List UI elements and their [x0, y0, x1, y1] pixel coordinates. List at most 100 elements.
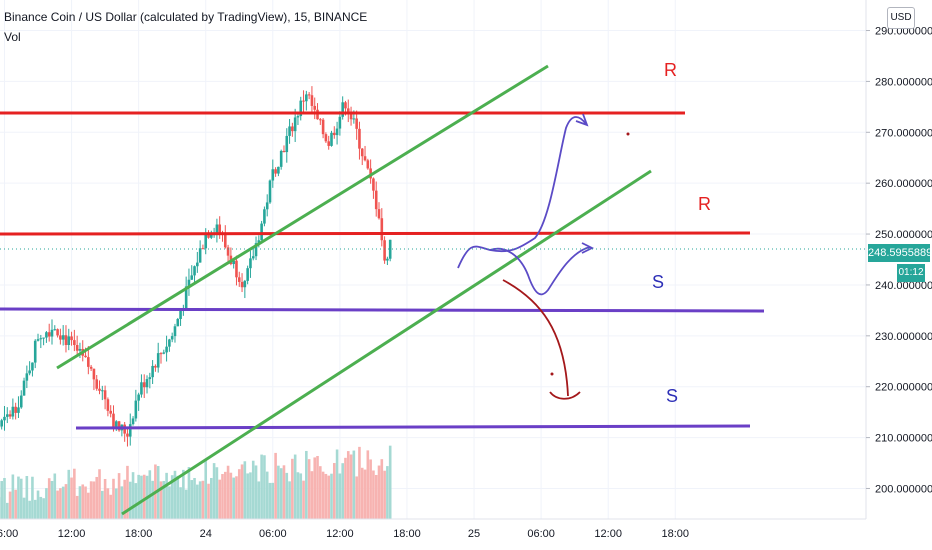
volume-bar [263, 455, 266, 519]
y-tick-label: 280.0000000 [875, 76, 932, 88]
volume-bar [377, 465, 381, 519]
candle-body [98, 388, 101, 391]
support-line-upper[interactable] [0, 307, 765, 313]
volume-bar [349, 454, 353, 519]
candle-body [263, 209, 266, 224]
candle-body [204, 234, 208, 249]
volume-bar [73, 468, 76, 519]
candle-body [3, 416, 6, 421]
volume-bar [92, 481, 96, 519]
volume-bar [363, 469, 367, 519]
candle-body [363, 156, 367, 161]
candle-body [14, 406, 17, 413]
volume-bar [162, 480, 166, 519]
candle-body [70, 336, 73, 341]
candle-body [355, 118, 358, 129]
volume-bar [265, 471, 269, 519]
y-tick-label: 200.0000000 [875, 483, 932, 495]
volume-bar [319, 466, 322, 519]
bar-countdown-badge: 01:12 [897, 264, 925, 282]
volume-bar [33, 499, 37, 519]
candle-body [53, 329, 57, 331]
volume-bar [369, 459, 372, 519]
candle-body [162, 352, 166, 354]
volume-bar [31, 476, 34, 519]
candle-body [75, 345, 79, 351]
volume-indicator-label[interactable]: Vol [4, 30, 21, 44]
y-tick-label: 220.0000000 [875, 382, 932, 394]
candle-body [327, 141, 330, 146]
candle-body [109, 410, 112, 414]
candle-body [95, 379, 99, 389]
chart-title: Binance Coin / US Dollar (calculated by … [4, 10, 368, 24]
volume-bar [254, 465, 258, 519]
candle-body [386, 258, 389, 261]
candle-body [349, 114, 353, 120]
volume-bar [307, 459, 311, 519]
currency-button[interactable]: USD [887, 7, 915, 29]
volume-bar [184, 489, 188, 519]
candle-body [380, 218, 384, 241]
candle-body [316, 109, 319, 120]
candle-body [59, 335, 62, 340]
volume-bar [120, 486, 124, 519]
channel-line-lower[interactable] [121, 169, 652, 516]
volume-bar [165, 472, 168, 519]
time-axis[interactable]: 06:00 12:00 18:00 24 06:00 12:00 18:00 25 06:00 1… [0, 528, 689, 540]
volume-bar [117, 473, 121, 519]
candle-body [84, 355, 87, 358]
volume-bar [271, 482, 275, 519]
volume-bar [279, 468, 283, 519]
candle-body [33, 340, 37, 363]
volume-bar [246, 473, 249, 519]
support-line-lower[interactable] [75, 424, 751, 430]
candle-body [134, 400, 138, 419]
volume-bar [313, 457, 317, 519]
candle-body [25, 373, 29, 381]
price-axis[interactable]: 200.0000000 210.0000000 220.0000000 230.000… [866, 26, 932, 496]
candle-body [223, 234, 227, 248]
candle-body [22, 380, 26, 396]
projection-path-range [489, 246, 591, 296]
y-tick-label: 210.0000000 [875, 433, 932, 445]
candle-body [299, 100, 303, 117]
candle-body [11, 406, 15, 417]
volume-bar [19, 478, 23, 519]
channel-line-upper[interactable] [56, 64, 549, 370]
current-price-badge: 248.5955889 [868, 244, 932, 262]
volume-bar [87, 492, 90, 519]
candle-body [251, 256, 255, 259]
resistance-label-lower: R [698, 194, 711, 214]
candle-body [187, 279, 191, 287]
volume-bar [3, 478, 6, 519]
candle-body [260, 223, 263, 241]
x-tick-label: 06:00 [527, 528, 555, 540]
volume-bar [383, 470, 386, 519]
volume-bar [198, 481, 202, 519]
candle-body [137, 394, 140, 401]
candle-body [39, 338, 43, 340]
volume-bar [187, 467, 191, 519]
candle-body [8, 414, 12, 417]
volume-bar [134, 483, 138, 519]
candle-body [117, 421, 121, 431]
volume-bar [25, 475, 29, 519]
candle-body [165, 346, 168, 353]
volume-bar [109, 494, 112, 519]
candle-body [173, 326, 177, 337]
candle-body [279, 150, 283, 167]
y-tick-label: 260.0000000 [875, 178, 932, 190]
candle-body [310, 95, 314, 106]
candle-body [330, 132, 333, 146]
resistance-line-lower[interactable] [0, 231, 751, 236]
candle-body [176, 318, 180, 327]
candle-body [377, 209, 381, 219]
candle-body [61, 335, 65, 340]
candle-body [87, 357, 90, 367]
volume-bar [302, 480, 305, 519]
volume-bar [338, 473, 342, 519]
volume-bar [212, 463, 216, 519]
y-tick-label: 250.0000000 [875, 229, 932, 241]
volume-bar [229, 472, 233, 519]
